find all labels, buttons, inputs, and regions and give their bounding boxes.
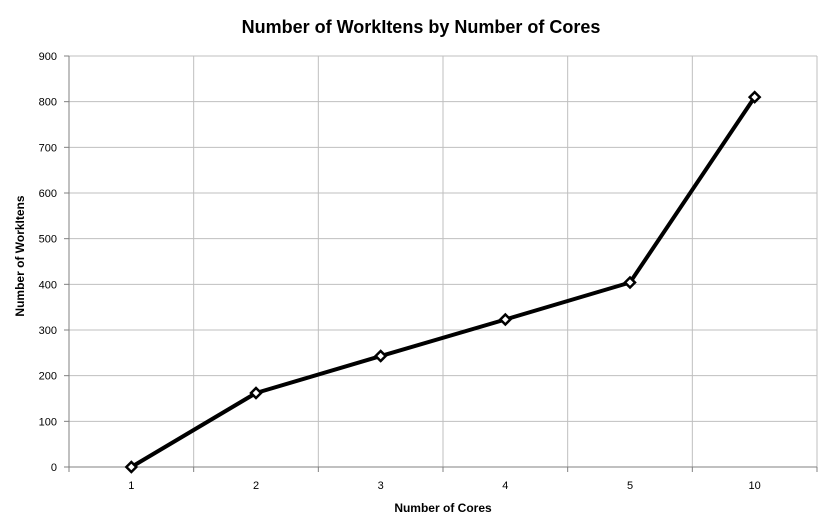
data-point-marker (747, 90, 762, 104)
x-tick-label: 2 (253, 480, 259, 492)
y-tick-label: 100 (39, 416, 57, 428)
x-tick-label: 10 (749, 480, 761, 492)
y-axis-title: Number of WorkItens (13, 195, 27, 316)
data-point-marker (623, 275, 637, 290)
data-point-marker (249, 386, 263, 400)
y-tick-label: 600 (39, 188, 57, 200)
x-tick-label: 4 (502, 480, 508, 492)
x-tick-label: 1 (128, 480, 134, 492)
chart-title: Number of WorkItens by Number of Cores (242, 17, 601, 37)
tick-labels: 0 100 200 300 400 500 600 700 800 900 1 2 3 4 5 10 (39, 51, 761, 492)
series-line (129, 95, 757, 469)
y-tick-label: 400 (39, 279, 57, 291)
gridlines (69, 55, 818, 467)
y-tick-label: 700 (39, 142, 57, 154)
y-tick-label: 800 (39, 97, 57, 109)
x-tick-label: 3 (378, 480, 384, 492)
axes (64, 55, 818, 472)
x-tick-label: 5 (627, 480, 633, 492)
y-tick-label: 500 (39, 234, 57, 246)
data-point-marker (124, 460, 139, 474)
series-layer (124, 90, 762, 474)
y-tick-label: 0 (51, 462, 57, 474)
y-tick-label: 300 (39, 325, 57, 337)
y-tick-label: 200 (39, 371, 57, 383)
x-axis-title: Number of Cores (394, 501, 492, 515)
y-tick-label: 900 (39, 51, 57, 63)
data-point-marker (498, 312, 513, 327)
data-point-marker (373, 349, 388, 363)
